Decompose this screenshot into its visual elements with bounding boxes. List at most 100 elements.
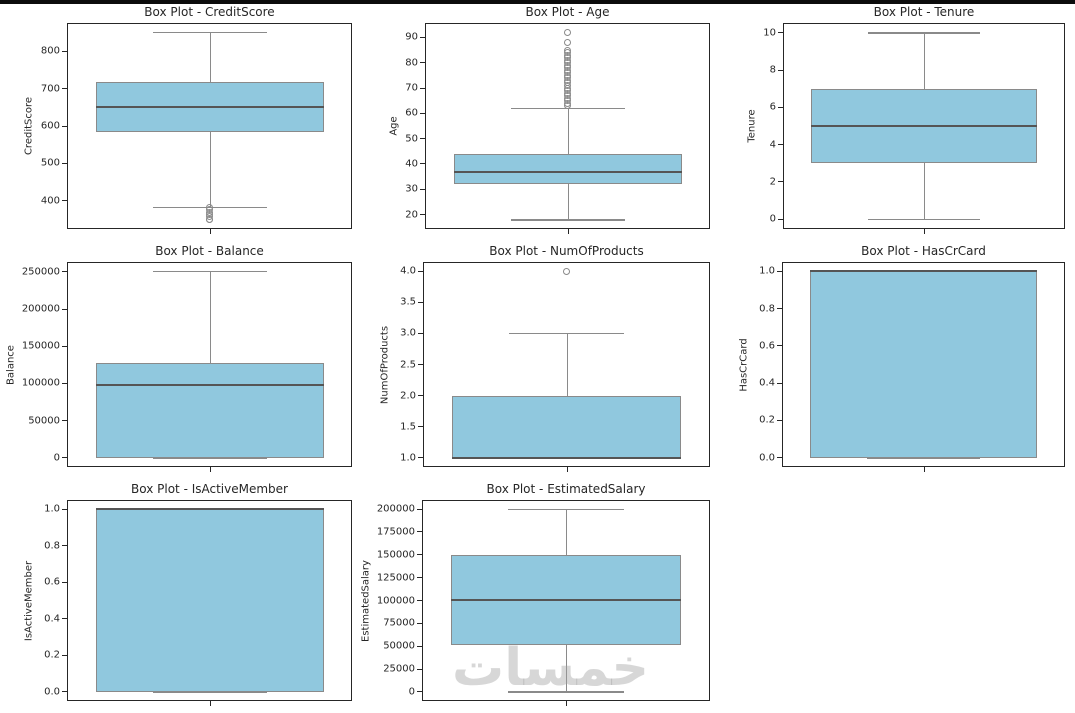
y-tick bbox=[418, 301, 423, 303]
y-tick-label: 50 bbox=[405, 133, 418, 145]
y-tick bbox=[62, 308, 67, 310]
lower-whisker-cap bbox=[152, 691, 267, 693]
median-line bbox=[451, 456, 682, 459]
outlier-point bbox=[206, 216, 213, 224]
upper-whisker-cap bbox=[509, 332, 624, 335]
y-tick bbox=[417, 645, 422, 647]
y-tick-label: 2.0 bbox=[400, 390, 416, 402]
y-tick-label: 200000 bbox=[21, 303, 60, 315]
y-tick-label: 8 bbox=[769, 64, 776, 76]
y-tick-label: 600 bbox=[40, 120, 60, 132]
y-tick-label: 4 bbox=[769, 139, 776, 151]
y-tick-label: 6 bbox=[769, 101, 776, 113]
y-tick-label: 175000 bbox=[376, 526, 415, 538]
x-tick bbox=[209, 467, 211, 472]
y-tick bbox=[62, 691, 67, 693]
y-tick bbox=[418, 270, 423, 272]
box bbox=[810, 271, 1037, 458]
upper-whisker bbox=[209, 271, 211, 363]
y-tick bbox=[62, 50, 67, 52]
upper-whisker-cap bbox=[867, 32, 981, 34]
y-tick-label: 75000 bbox=[383, 617, 415, 629]
y-tick-label: 0.6 bbox=[44, 576, 60, 588]
outlier-point bbox=[564, 46, 571, 54]
y-tick bbox=[420, 138, 425, 140]
y-tick-label: 30 bbox=[405, 183, 418, 195]
x-tick bbox=[924, 229, 925, 234]
y-tick bbox=[62, 618, 67, 620]
y-tick-label: 0 bbox=[769, 213, 776, 225]
y-tick-label: 500 bbox=[40, 157, 60, 169]
y-tick bbox=[62, 200, 67, 202]
y-tick-label: 0 bbox=[408, 686, 415, 698]
y-tick-label: 0.4 bbox=[44, 613, 60, 625]
y-tick bbox=[420, 214, 425, 216]
y-tick bbox=[420, 36, 425, 38]
box bbox=[95, 362, 324, 458]
y-tick bbox=[417, 668, 422, 670]
y-axis-label: Balance bbox=[5, 344, 17, 385]
y-tick bbox=[420, 112, 425, 114]
y-tick bbox=[778, 218, 783, 220]
plot-title: Box Plot - Balance bbox=[155, 244, 264, 258]
y-tick-label: 100000 bbox=[376, 595, 415, 606]
y-tick-label: 0.0 bbox=[759, 452, 775, 464]
y-axis-label: HasCrCard bbox=[738, 337, 750, 392]
y-tick-label: 800 bbox=[40, 45, 60, 57]
y-tick-label: 100000 bbox=[21, 377, 60, 389]
plot-title: Box Plot - NumOfProducts bbox=[489, 244, 644, 258]
y-tick-label: 90 bbox=[405, 31, 418, 43]
y-tick-label: 400 bbox=[40, 195, 60, 207]
top-border bbox=[0, 0, 1075, 4]
y-tick bbox=[418, 364, 423, 365]
y-tick-label: 1.0 bbox=[759, 265, 775, 277]
y-tick bbox=[62, 162, 67, 164]
y-axis-label: Tenure bbox=[746, 109, 758, 143]
y-tick bbox=[417, 691, 422, 693]
y-tick bbox=[62, 457, 67, 459]
y-tick-label: 70 bbox=[405, 82, 418, 94]
box bbox=[453, 153, 682, 185]
x-tick bbox=[566, 467, 568, 472]
y-tick bbox=[418, 395, 423, 397]
y-tick bbox=[778, 144, 783, 146]
y-axis-label: EstimatedSalary bbox=[360, 559, 372, 642]
y-tick-label: 20 bbox=[405, 209, 418, 221]
y-tick bbox=[777, 308, 782, 310]
y-tick-label: 60 bbox=[405, 107, 418, 119]
y-tick bbox=[420, 163, 425, 165]
box bbox=[95, 509, 324, 692]
median-line bbox=[453, 170, 682, 173]
y-tick-label: 0 bbox=[53, 452, 60, 464]
y-tick-label: 0.2 bbox=[759, 414, 775, 426]
y-tick bbox=[777, 419, 782, 421]
y-tick bbox=[778, 106, 783, 108]
y-tick bbox=[778, 181, 783, 183]
x-tick bbox=[209, 701, 211, 706]
lower-whisker-cap bbox=[867, 218, 981, 221]
upper-whisker bbox=[566, 509, 567, 556]
y-tick-label: 125000 bbox=[376, 572, 415, 584]
upper-whisker bbox=[566, 333, 568, 396]
y-tick bbox=[62, 88, 67, 90]
lower-whisker bbox=[567, 184, 569, 220]
y-tick bbox=[62, 382, 67, 384]
median-line bbox=[95, 508, 324, 511]
lower-whisker-cap bbox=[510, 219, 625, 221]
y-tick-label: 4.0 bbox=[400, 265, 416, 277]
y-tick-label: 0.8 bbox=[759, 303, 775, 315]
lower-whisker bbox=[209, 131, 211, 208]
plot-title: Box Plot - EstimatedSalary bbox=[486, 482, 646, 496]
y-tick-label: 10 bbox=[763, 27, 776, 39]
y-tick-label: 200000 bbox=[376, 503, 415, 515]
y-tick bbox=[777, 345, 782, 347]
y-tick bbox=[62, 345, 67, 347]
y-tick bbox=[62, 545, 67, 547]
y-tick bbox=[417, 600, 422, 601]
x-tick bbox=[566, 701, 567, 706]
y-tick bbox=[777, 457, 782, 459]
y-tick-label: 0.8 bbox=[44, 540, 60, 552]
median-line bbox=[95, 105, 324, 108]
y-tick bbox=[777, 382, 782, 384]
y-axis-label: IsActiveMember bbox=[23, 560, 35, 641]
